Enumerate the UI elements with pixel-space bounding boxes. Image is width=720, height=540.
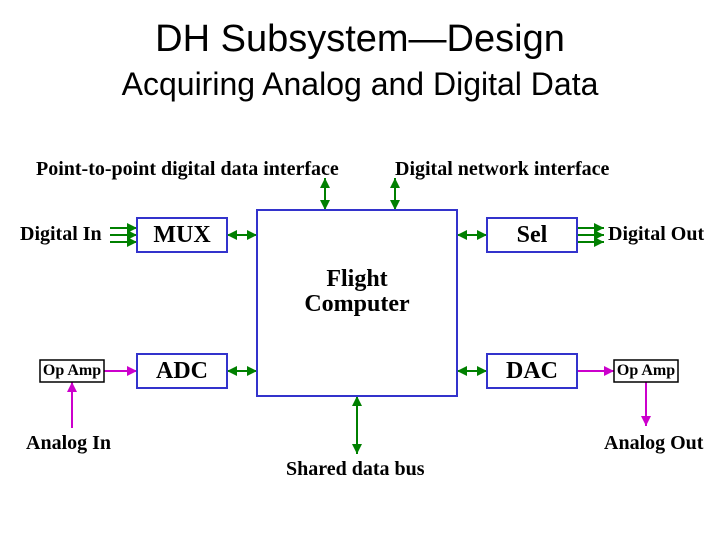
lbl-sel: Sel [487, 222, 577, 249]
lbl-digital-out: Digital Out [608, 223, 704, 246]
lbl-shared-bus: Shared data bus [286, 458, 425, 481]
lbl-dni: Digital network interface [395, 158, 609, 181]
lbl-mux: MUX [137, 222, 227, 249]
lbl-adc: ADC [137, 358, 227, 385]
lbl-flight2: Computer [257, 291, 457, 318]
lbl-dac: DAC [487, 358, 577, 385]
lbl-analog-in: Analog In [26, 432, 111, 455]
lbl-flight1: Flight [257, 266, 457, 293]
lbl-analog-out: Analog Out [604, 432, 703, 455]
lbl-opamp-r: Op Amp [614, 362, 678, 380]
lbl-digital-in: Digital In [20, 223, 102, 246]
lbl-opamp-l: Op Amp [40, 362, 104, 380]
lbl-p2p: Point-to-point digital data interface [36, 158, 339, 181]
